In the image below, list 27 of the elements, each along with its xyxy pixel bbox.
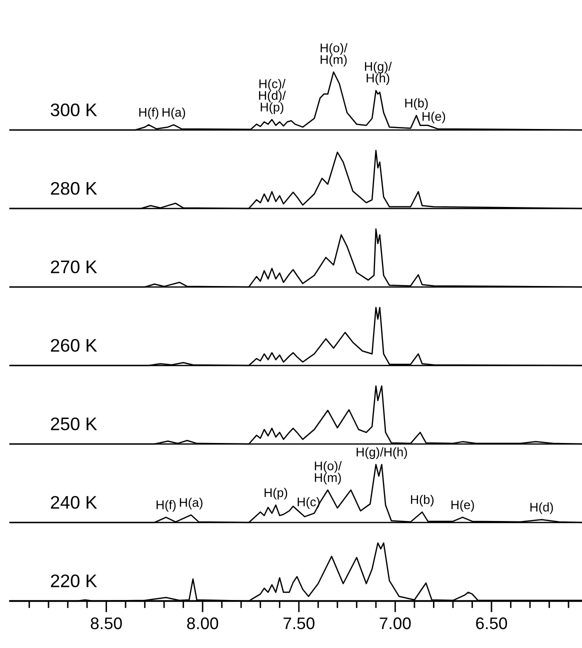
- annotation: H(e): [422, 112, 446, 124]
- x-tick-label: 8.50: [90, 617, 122, 630]
- annotation: H(f): [156, 500, 176, 512]
- x-tick-label: 8.00: [187, 617, 218, 630]
- x-tick-label: 6.50: [476, 617, 508, 630]
- annotation: H(g)/ H(h): [364, 62, 392, 85]
- annotation: H(c)/ H(d)/ H(p): [259, 79, 286, 114]
- annotation: H(g)/H(h): [356, 447, 407, 459]
- annotation: H(p): [264, 488, 288, 500]
- annotation: H(d): [530, 502, 553, 514]
- text: 240 K: [50, 496, 98, 509]
- text: 250 K: [50, 418, 98, 430]
- text: 300 K: [50, 104, 98, 116]
- annotation: H(b): [405, 98, 428, 110]
- annotation: H(a): [180, 498, 202, 510]
- x-tick-label: 7.50: [284, 617, 314, 630]
- annotation: H(e): [451, 500, 474, 512]
- annotation: H(a): [162, 108, 186, 120]
- x-tick-label: 7.00: [380, 617, 411, 630]
- annotation: H(o)/ H(m): [314, 461, 342, 484]
- annotation: H(b): [411, 494, 434, 506]
- text: 270 K: [50, 260, 98, 274]
- text: 280 K: [50, 182, 98, 195]
- annotation: H(f): [139, 108, 158, 120]
- text: 220 K: [50, 574, 98, 588]
- annotation: H(o)/ H(m): [320, 43, 348, 66]
- text: 260 K: [50, 339, 98, 352]
